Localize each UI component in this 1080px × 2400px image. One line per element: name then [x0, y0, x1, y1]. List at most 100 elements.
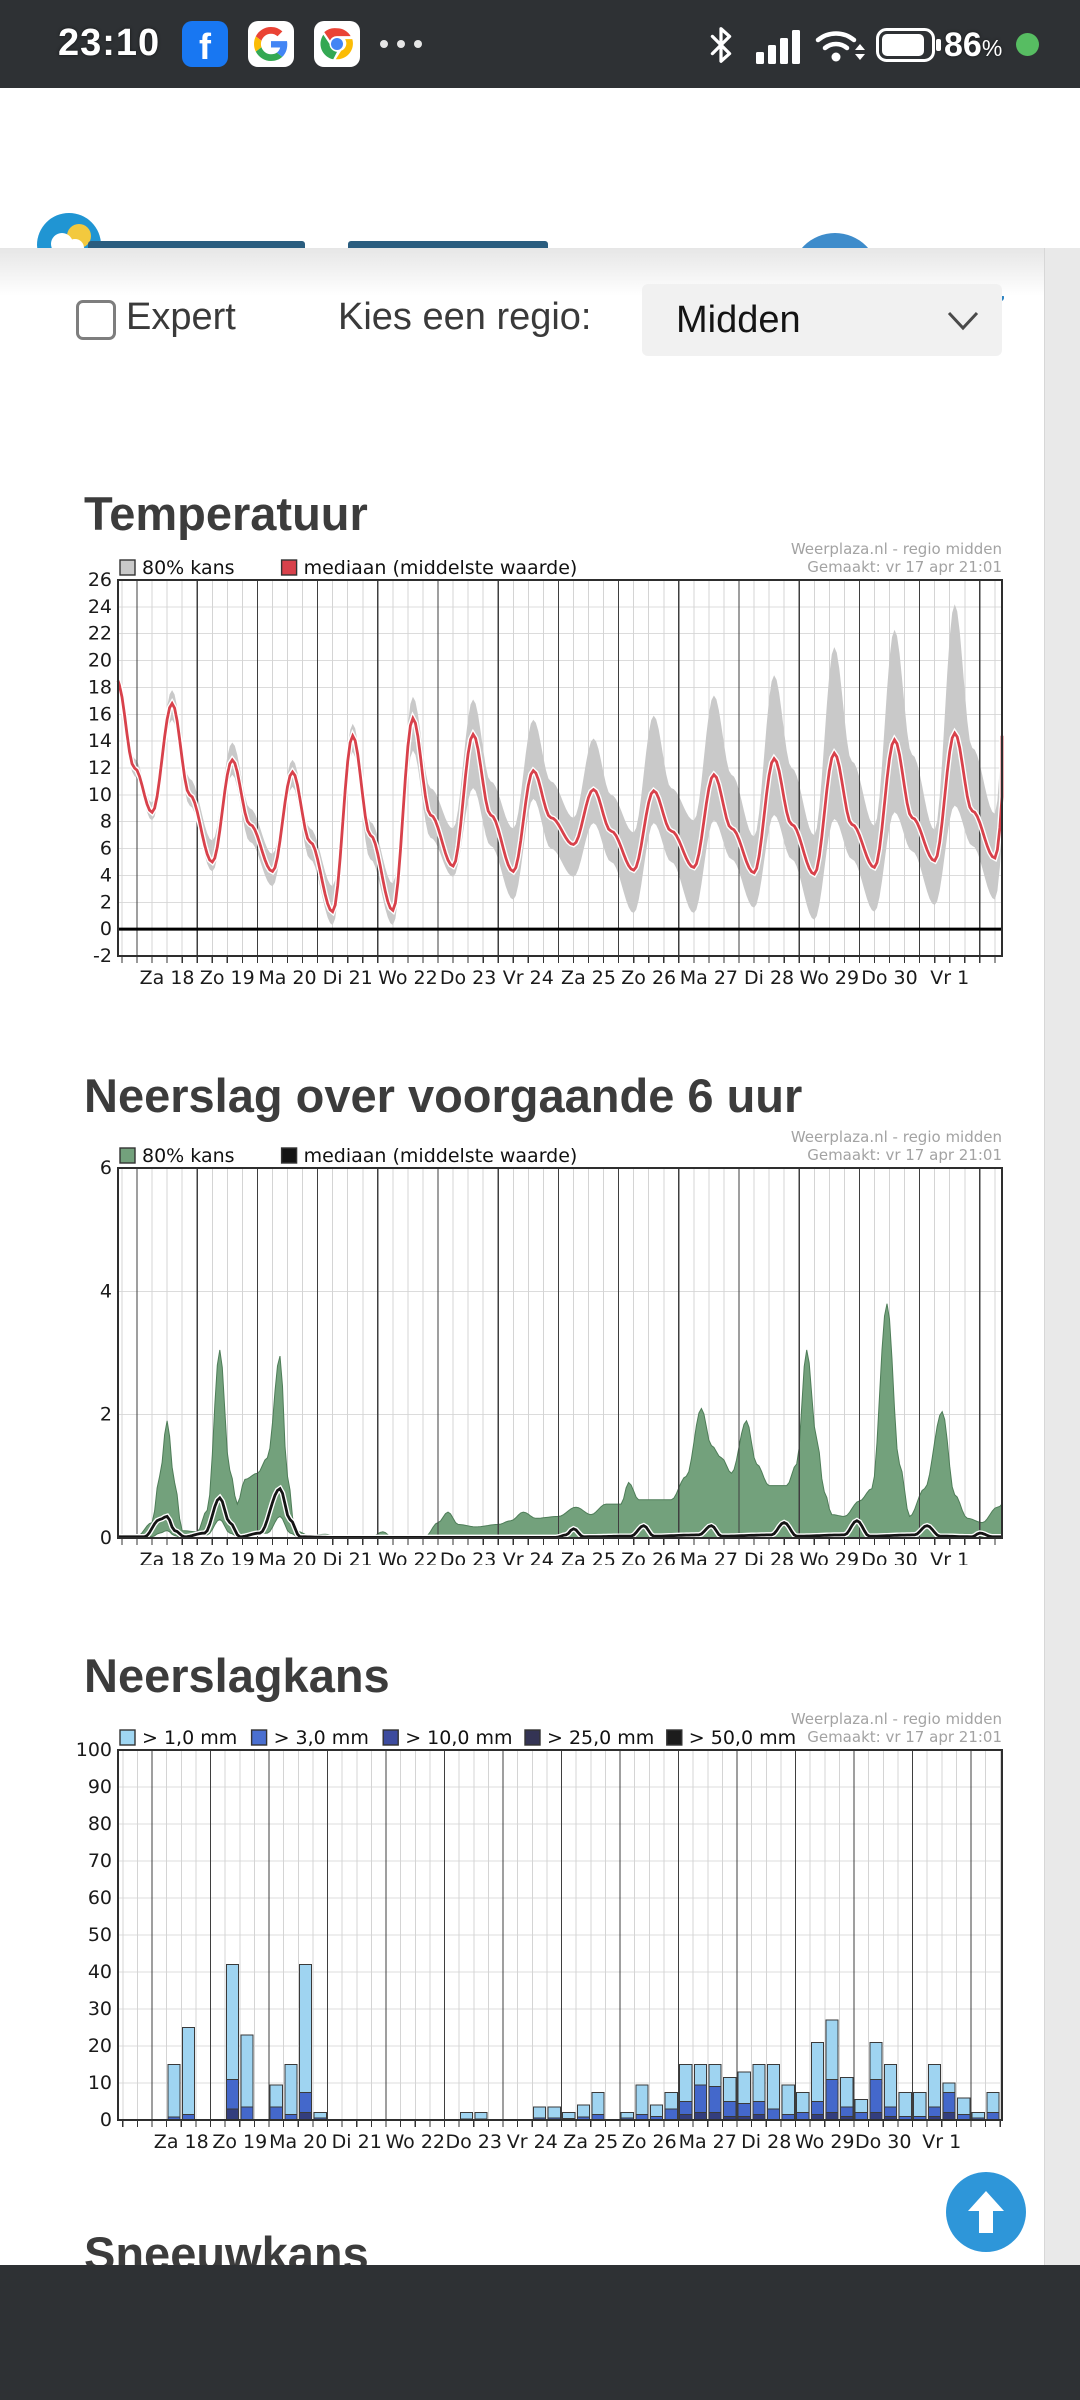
svg-text:70: 70 [88, 1850, 112, 1872]
svg-text:Za 25: Za 25 [561, 967, 616, 989]
svg-text:0: 0 [100, 918, 112, 940]
region-select-value: Midden [676, 298, 801, 341]
svg-text:> 50,0 mm: > 50,0 mm [689, 1727, 796, 1749]
svg-text:Zo 26: Zo 26 [621, 1549, 676, 1565]
svg-text:4: 4 [100, 864, 112, 886]
svg-text:20: 20 [88, 2035, 112, 2057]
svg-text:10: 10 [88, 2072, 112, 2094]
wifi-icon [815, 31, 865, 62]
svg-text:2: 2 [100, 891, 112, 913]
svg-text:Do 23: Do 23 [440, 1549, 496, 1565]
svg-text:2: 2 [100, 1404, 112, 1426]
svg-text:Di 21: Di 21 [323, 967, 373, 989]
svg-text:80% kans: 80% kans [142, 557, 235, 579]
svg-text:Vr 24: Vr 24 [503, 967, 554, 989]
svg-text:22: 22 [88, 623, 112, 645]
svg-text:mediaan (middelste waarde): mediaan (middelste waarde) [304, 557, 578, 579]
chevron-down-icon [947, 311, 979, 331]
svg-text:Ma 27: Ma 27 [680, 967, 738, 989]
precipitation-chart: 0 2 4 6 Za 18 Zo 19 Ma 20 Di 21 Wo 22 Do 23 Vr 24 Z… [100, 1128, 1003, 1565]
expert-checkbox-label[interactable]: Expert [126, 296, 236, 338]
svg-text:Wo 22: Wo 22 [378, 1549, 438, 1565]
status-bar: 23:10 f [0, 0, 1080, 88]
region-select-label: Kies een regio: [338, 296, 592, 338]
svg-text:0: 0 [100, 2109, 112, 2131]
svg-text:Ma 27: Ma 27 [679, 2131, 737, 2153]
svg-text:Ma 27: Ma 27 [680, 1549, 738, 1565]
svg-text:Wo 22: Wo 22 [385, 2131, 445, 2153]
svg-text:0: 0 [100, 1527, 112, 1549]
svg-text:Vr 1: Vr 1 [922, 2131, 961, 2153]
arrow-up-icon [968, 2191, 1004, 2233]
region-select[interactable]: Midden [642, 284, 1002, 356]
svg-text:Do 23: Do 23 [446, 2131, 502, 2153]
precip-section-title: Neerslag over voorgaande 6 uur [84, 1069, 803, 1122]
svg-text:8: 8 [100, 811, 112, 833]
svg-text:6: 6 [100, 838, 112, 860]
svg-text:Zo 19: Zo 19 [212, 2131, 267, 2153]
svg-text:Di 28: Di 28 [744, 967, 794, 989]
svg-text:Ma 20: Ma 20 [269, 2131, 327, 2153]
facebook-notification-icon: f [182, 21, 228, 67]
svg-text:Do 30: Do 30 [855, 2131, 911, 2153]
svg-text:Ma 20: Ma 20 [258, 967, 316, 989]
svg-text:6: 6 [100, 1157, 112, 1179]
svg-text:Di 28: Di 28 [741, 2131, 791, 2153]
svg-text:Wo 29: Wo 29 [795, 2131, 855, 2153]
svg-text:Weerplaza.nl - regio midden: Weerplaza.nl - regio midden [791, 540, 1002, 558]
svg-text:Do 23: Do 23 [440, 967, 496, 989]
svg-text:12: 12 [88, 757, 112, 779]
svg-text:mediaan (middelste waarde): mediaan (middelste waarde) [304, 1145, 578, 1167]
svg-text:26: 26 [88, 569, 112, 591]
more-notifications-icon [380, 40, 422, 48]
svg-text:Za 18: Za 18 [140, 1549, 195, 1565]
svg-text:Vr 1: Vr 1 [930, 1549, 969, 1565]
svg-text:Za 25: Za 25 [563, 2131, 618, 2153]
svg-text:60: 60 [88, 1887, 112, 1909]
clock: 23:10 [58, 22, 161, 64]
svg-text:Za 25: Za 25 [561, 1549, 616, 1565]
svg-text:Weerplaza.nl - regio midden: Weerplaza.nl - regio midden [791, 1710, 1002, 1728]
svg-text:Zo 19: Zo 19 [200, 967, 255, 989]
scroll-to-top-button[interactable] [946, 2172, 1026, 2252]
expert-checkbox[interactable] [76, 300, 116, 340]
svg-text:Gemaakt: vr 17 apr 21:01: Gemaakt: vr 17 apr 21:01 [807, 1728, 1002, 1746]
svg-text:Weerplaza.nl - regio midden: Weerplaza.nl - regio midden [791, 1128, 1002, 1146]
svg-text:> 3,0 mm: > 3,0 mm [274, 1727, 369, 1749]
svg-text:> 10,0 mm: > 10,0 mm [405, 1727, 512, 1749]
tab-peek-left[interactable] [88, 241, 305, 249]
svg-text:Di 21: Di 21 [323, 1549, 373, 1565]
svg-text:18: 18 [88, 676, 112, 698]
svg-text:4: 4 [100, 1280, 112, 1302]
svg-text:40: 40 [88, 1961, 112, 1983]
google-notification-icon [248, 21, 294, 67]
svg-text:30: 30 [88, 1998, 112, 2020]
site-header: weerplaza [0, 88, 1080, 321]
battery-icon [876, 28, 941, 62]
svg-text:Za 18: Za 18 [154, 2131, 209, 2153]
tab-peek-right[interactable] [348, 241, 548, 249]
svg-text:Zo 26: Zo 26 [622, 2131, 677, 2153]
svg-text:Vr 1: Vr 1 [930, 967, 969, 989]
svg-text:20: 20 [88, 650, 112, 672]
svg-text:Za 18: Za 18 [140, 967, 195, 989]
svg-text:Wo 29: Wo 29 [800, 1549, 860, 1565]
notification-led-icon [1016, 33, 1039, 56]
svg-text:> 25,0 mm: > 25,0 mm [547, 1727, 654, 1749]
svg-text:Zo 19: Zo 19 [200, 1549, 255, 1565]
svg-text:-2: -2 [93, 945, 112, 967]
svg-text:Di 21: Di 21 [332, 2131, 382, 2153]
svg-text:16: 16 [88, 703, 112, 725]
svg-text:24: 24 [88, 596, 112, 618]
svg-text:Gemaakt: vr 17 apr 21:01: Gemaakt: vr 17 apr 21:01 [807, 558, 1002, 576]
svg-text:Do 30: Do 30 [861, 967, 917, 989]
svg-text:> 1,0 mm: > 1,0 mm [142, 1727, 237, 1749]
svg-text:Di 28: Di 28 [744, 1549, 794, 1565]
svg-text:Vr 24: Vr 24 [503, 1549, 554, 1565]
signal-strength-icon [756, 30, 800, 64]
svg-text:100: 100 [76, 1739, 112, 1761]
svg-text:Do 30: Do 30 [861, 1549, 917, 1565]
